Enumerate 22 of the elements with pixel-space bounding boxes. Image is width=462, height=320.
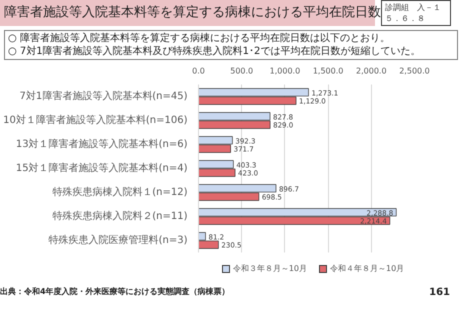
text: ５．６．８ — [385, 14, 425, 23]
y-tick-label: 10対１障害者施設等入院基本料(n=106) — [3, 114, 188, 126]
text: 161 — [429, 286, 450, 300]
legend-label: 令和３年８月～10月 — [232, 264, 307, 274]
text: 診調組 入－１ — [385, 3, 441, 12]
x-tick-label: 500.0 — [230, 66, 254, 76]
x-tick-label: 0.0 — [192, 66, 205, 76]
y-tick-label: 特殊疾患入院医療管理料(n=3) — [48, 234, 188, 246]
x-tick-label: 1,000.0 — [270, 66, 300, 76]
y-tick-label: 特殊疾患病棟入院料２(n=11) — [52, 210, 188, 222]
chart-title: 障害者施設等入院基本料等を算定する病棟における平均在院日数 — [4, 4, 381, 22]
x-tick-label: 2,000.0 — [356, 66, 387, 76]
x-tick-label: 1,500.0 — [312, 66, 344, 76]
text: ○ 7対1障害者施設等入院基本料及び特殊疾患入院料1･2では平均在院日数が短縮していた。 — [8, 46, 420, 57]
y-tick-label: 15対１障害者施設等入院基本料(n=4) — [16, 162, 188, 174]
x-tick-label: 2,500.0 — [399, 66, 430, 76]
source-note: 出典：令和4年度入院・外来医療等における実態調査（病棟票） — [0, 286, 230, 298]
y-tick-label: 7対1障害者施設等入院基本料(n=45) — [20, 90, 188, 102]
y-tick-label: 特殊疾患病棟入院料１(n=12) — [52, 186, 188, 198]
text: ○ 障害者施設等入院基本料等を算定する病棟における平均在院日数は以下のとおり。 — [8, 33, 390, 44]
legend-label: 令和４年８月～10月 — [330, 264, 404, 274]
y-tick-label: 13対１障害者施設等入院基本料(n=6) — [16, 138, 188, 150]
